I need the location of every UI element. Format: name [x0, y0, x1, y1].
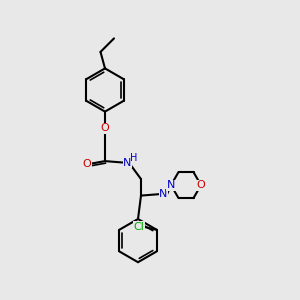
- Text: H: H: [130, 153, 138, 163]
- Text: N: N: [159, 189, 168, 199]
- Text: O: O: [196, 180, 206, 190]
- Text: O: O: [100, 123, 109, 133]
- Text: N: N: [123, 158, 132, 168]
- Text: Cl: Cl: [133, 222, 144, 232]
- Text: N: N: [167, 180, 175, 190]
- Text: O: O: [82, 159, 91, 169]
